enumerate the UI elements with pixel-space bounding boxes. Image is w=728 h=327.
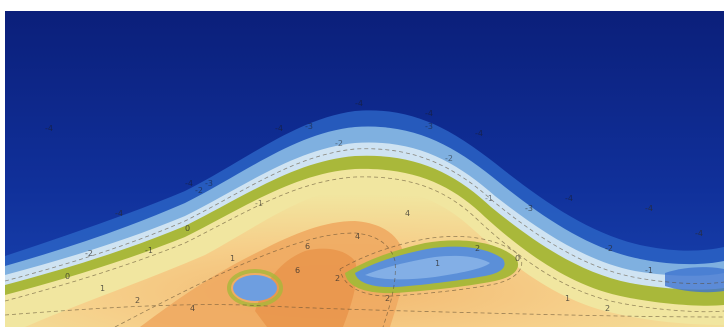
contour-label: -4 xyxy=(695,229,703,238)
deep-orange-core xyxy=(255,248,357,327)
contour-label: 0 xyxy=(185,224,190,233)
contour-label: 1 xyxy=(435,259,440,268)
contour-label: -3 xyxy=(205,179,213,188)
contour-line-low xyxy=(5,304,724,318)
contour-plot-svg: -4-4-4-4-4-4-4-4-4-4-3-3 -3-3-2-2-2-2-2-1… xyxy=(5,11,724,327)
contour-label: 4 xyxy=(405,209,410,218)
contour-label: -1 xyxy=(485,194,493,203)
contour-label: 2 xyxy=(475,244,480,253)
contour-line-outer xyxy=(5,148,724,284)
contour-label: 2 xyxy=(605,304,610,313)
contour-label: 1 xyxy=(230,254,235,263)
contour-label: 0 xyxy=(65,272,70,281)
contour-label: -2 xyxy=(445,154,453,163)
contour-label: -4 xyxy=(475,129,483,138)
contour-label: -1 xyxy=(645,266,653,275)
contour-label: -4 xyxy=(45,124,53,133)
contour-label: -2 xyxy=(195,186,203,195)
contour-lines xyxy=(5,148,724,327)
small-inclusion xyxy=(233,275,277,301)
contour-label: 4 xyxy=(355,232,360,241)
contour-label: -4 xyxy=(275,124,283,133)
contour-label: -3 xyxy=(305,122,313,131)
small-inclusion-rim xyxy=(227,269,283,307)
contour-label: -2 xyxy=(335,139,343,148)
contour-label: -4 xyxy=(645,204,653,213)
contour-label: 1 xyxy=(565,294,570,303)
contour-label-layer: -4-4-4-4-4-4-4-4-4-4-3-3 -3-3-2-2-2-2-2-1… xyxy=(45,99,703,313)
contour-label: -4 xyxy=(425,109,433,118)
contour-label: -4 xyxy=(565,194,573,203)
contour-line-mid xyxy=(5,176,724,313)
contour-label: 0 xyxy=(515,254,520,263)
right-inclusion-light xyxy=(365,255,490,280)
contour-label: 6 xyxy=(305,242,310,251)
contour-label: 2 xyxy=(135,296,140,305)
contour-label: -1 xyxy=(145,246,153,255)
contour-label: 4 xyxy=(190,304,195,313)
contour-label: -3 xyxy=(525,204,533,213)
contour-line-inner xyxy=(114,232,396,327)
contour-label: 1 xyxy=(100,284,105,293)
contour-label: 2 xyxy=(335,274,340,283)
contour-line-lens xyxy=(339,236,523,297)
contour-label: -4 xyxy=(355,99,363,108)
contour-label: -2 xyxy=(605,244,613,253)
contour-label: 6 xyxy=(295,266,300,275)
contour-label: -1 xyxy=(255,199,263,208)
contour-label: 2 xyxy=(385,294,390,303)
contour-label: -3 xyxy=(425,122,433,131)
right-bottom-pocket xyxy=(665,267,724,293)
contour-plot: -4 -4 -4 -4 -4 -4 -4 -4 -4 -4 -3 -3 -3 -3 -2 -2 -2 -2 -2 -1… xyxy=(5,11,724,327)
contour-label: -4 xyxy=(115,209,123,218)
contour-label: -4 xyxy=(185,179,193,188)
contour-label: -2 xyxy=(85,249,93,258)
